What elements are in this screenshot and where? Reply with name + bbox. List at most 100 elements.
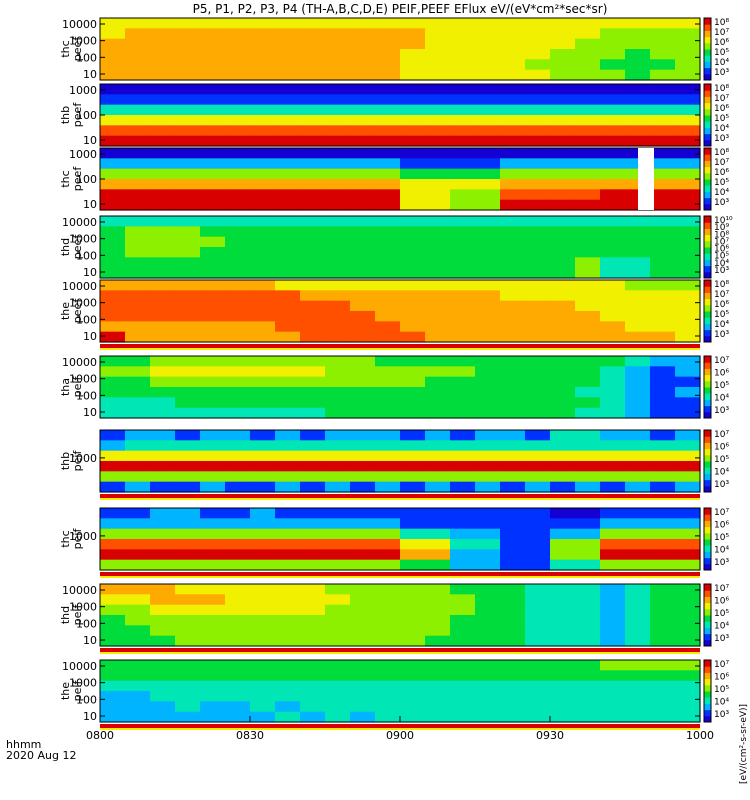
heatmap-cell — [225, 508, 251, 519]
heatmap-cell — [375, 331, 401, 343]
heatmap-cell — [500, 290, 526, 302]
heatmap-cell — [475, 397, 501, 409]
heatmap-cell — [100, 300, 126, 312]
heatmap-cell — [100, 69, 126, 81]
heatmap-cell — [600, 518, 626, 530]
heatmap-cell — [550, 247, 576, 258]
heatmap-cell — [450, 356, 476, 367]
heatmap-cell — [300, 440, 326, 452]
fill-value-bar — [100, 648, 700, 652]
heatmap-cell — [450, 376, 476, 388]
heatmap-cell — [550, 584, 576, 595]
heatmap-cell — [600, 430, 626, 441]
heatmap-cell — [425, 660, 451, 671]
heatmap-cell — [250, 290, 276, 302]
heatmap-cell — [250, 216, 276, 227]
heatmap-cell — [325, 59, 351, 71]
heatmap-cell — [250, 300, 276, 312]
heatmap-cell — [275, 168, 301, 180]
heatmap-cell — [525, 508, 551, 519]
heatmap-cell — [425, 300, 451, 312]
heatmap-cell — [300, 38, 326, 50]
heatmap-cell — [500, 376, 526, 388]
heatmap-cell — [475, 321, 501, 333]
heatmap-cell — [125, 518, 151, 530]
heatmap-cell — [600, 594, 626, 606]
colorbar-segment — [704, 633, 711, 641]
heatmap-cell — [600, 615, 626, 626]
heatmap-cell — [125, 356, 151, 367]
colorbar-tick-label: 10⁶ — [714, 38, 729, 48]
heatmap-cell — [325, 680, 351, 692]
heatmap-cell — [625, 311, 651, 322]
heatmap-cell — [225, 321, 251, 333]
heatmap-cell — [425, 135, 451, 147]
heatmap-cell — [675, 38, 701, 50]
colorbar-tick-label: 10⁵ — [714, 252, 729, 262]
heatmap-cell — [275, 711, 301, 723]
heatmap-cell — [550, 549, 576, 561]
heatmap-cell — [350, 584, 376, 595]
heatmap-cell — [125, 440, 151, 452]
heatmap-cell — [400, 518, 426, 530]
heatmap-cell — [625, 226, 651, 238]
heatmap-cell — [100, 440, 126, 452]
heatmap-cell — [225, 549, 251, 561]
heatmap-cell — [150, 615, 176, 626]
heatmap-cell — [350, 38, 376, 50]
heatmap-cell — [300, 680, 326, 692]
heatmap-cell — [225, 430, 251, 441]
heatmap-cell — [275, 430, 301, 441]
heatmap-cell — [475, 680, 501, 692]
heatmap-cell — [300, 615, 326, 626]
heatmap-cell — [150, 461, 176, 472]
heatmap-cell — [625, 701, 651, 713]
y-tick-label: 10 — [83, 330, 97, 343]
heatmap-cell — [500, 549, 526, 561]
heatmap-cell — [500, 94, 526, 106]
heatmap-cell — [425, 711, 451, 723]
heatmap-cell — [475, 376, 501, 388]
heatmap-cell — [675, 331, 701, 343]
heatmap-cell — [375, 440, 401, 452]
colorbar-segment — [704, 55, 711, 62]
heatmap-cell — [475, 701, 501, 713]
heatmap-cell — [100, 711, 126, 723]
panel-probe-label: thb — [59, 452, 72, 470]
y-tick-label: 100 — [76, 389, 97, 402]
colorbar-segment — [704, 197, 711, 205]
heatmap-cell — [225, 670, 251, 682]
heatmap-cell — [400, 28, 426, 40]
heatmap-cell — [475, 660, 501, 671]
colorbar-segment — [704, 551, 711, 559]
heatmap-cell — [400, 528, 426, 540]
heatmap-cell — [375, 179, 401, 190]
panel-frame — [99, 355, 701, 419]
heatmap-cell — [425, 38, 451, 50]
colorbar-tick-label: 10⁹ — [714, 223, 729, 233]
heatmap-cell — [325, 366, 351, 378]
heatmap-cell — [600, 604, 626, 616]
heatmap-cell — [525, 625, 551, 637]
heatmap-cell — [125, 461, 151, 472]
heatmap-cell — [100, 604, 126, 616]
heatmap-cell — [600, 125, 626, 137]
heatmap-cell — [675, 18, 701, 29]
heatmap-cell — [200, 290, 226, 302]
heatmap-cell — [300, 280, 326, 291]
heatmap-cell — [150, 366, 176, 378]
panel-probe-label: the — [59, 682, 72, 700]
heatmap-cell — [200, 179, 226, 190]
heatmap-cell — [550, 115, 576, 126]
heatmap-cell — [625, 189, 651, 201]
heatmap-cell — [225, 660, 251, 671]
colorbar-tick-label: 10⁸ — [714, 18, 729, 28]
heatmap-cell — [600, 104, 626, 116]
heatmap-cell — [175, 69, 201, 81]
heatmap-cell — [675, 125, 701, 137]
heatmap-cell — [250, 18, 276, 29]
heatmap-cell — [125, 450, 151, 462]
panel-product-label: peif — [71, 604, 84, 626]
heatmap-cell — [475, 257, 501, 269]
heatmap-cell — [175, 440, 201, 452]
